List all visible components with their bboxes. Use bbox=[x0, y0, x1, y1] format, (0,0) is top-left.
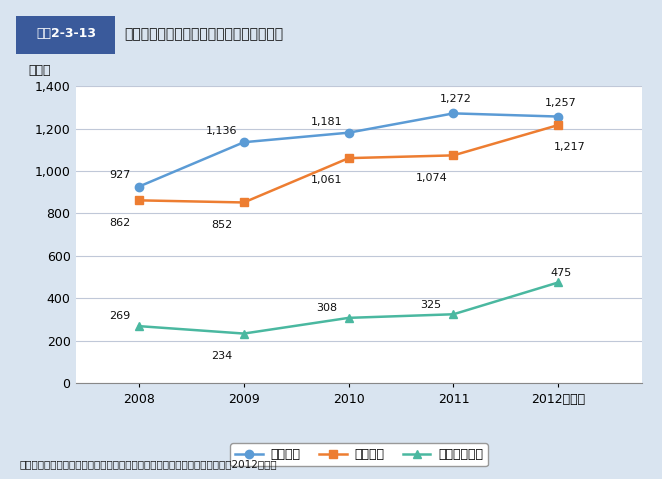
請求件数 bbox=[135, 183, 143, 189]
Text: 1,217: 1,217 bbox=[553, 142, 585, 152]
Line: 請求件数: 請求件数 bbox=[135, 109, 563, 191]
決定件数 bbox=[449, 152, 457, 158]
Text: 475: 475 bbox=[550, 268, 572, 278]
支給決定件数 bbox=[345, 315, 353, 321]
決定件数 bbox=[345, 155, 353, 161]
Text: 1,272: 1,272 bbox=[440, 94, 472, 104]
決定件数 bbox=[135, 197, 143, 203]
Line: 支給決定件数: 支給決定件数 bbox=[135, 278, 563, 338]
支給決定件数 bbox=[554, 280, 562, 285]
決定件数 bbox=[554, 122, 562, 128]
Text: 308: 308 bbox=[316, 303, 337, 313]
Text: 325: 325 bbox=[420, 299, 442, 309]
請求件数 bbox=[345, 130, 353, 136]
決定件数 bbox=[240, 200, 248, 205]
請求件数 bbox=[449, 111, 457, 116]
Legend: 請求件数, 決定件数, 支給決定件数: 請求件数, 決定件数, 支給決定件数 bbox=[230, 443, 488, 466]
Line: 決定件数: 決定件数 bbox=[135, 121, 563, 206]
支給決定件数 bbox=[240, 331, 248, 336]
Text: 862: 862 bbox=[109, 217, 130, 228]
Text: 269: 269 bbox=[109, 311, 130, 321]
支給決定件数 bbox=[135, 323, 143, 329]
Text: 927: 927 bbox=[109, 171, 130, 181]
Text: 1,074: 1,074 bbox=[415, 172, 447, 182]
請求件数 bbox=[554, 114, 562, 119]
Text: 図表2-3-13: 図表2-3-13 bbox=[36, 27, 96, 40]
Text: 1,181: 1,181 bbox=[310, 116, 342, 126]
Text: 精神障害に係る労災請求・決定件数の推移: 精神障害に係る労災請求・決定件数の推移 bbox=[124, 27, 283, 41]
Text: 1,257: 1,257 bbox=[545, 98, 577, 108]
FancyBboxPatch shape bbox=[17, 16, 115, 54]
請求件数 bbox=[240, 139, 248, 145]
Text: 1,136: 1,136 bbox=[206, 126, 238, 136]
支給決定件数 bbox=[449, 311, 457, 317]
Text: 234: 234 bbox=[211, 351, 232, 361]
Text: （件）: （件） bbox=[28, 64, 50, 77]
Text: 資料：厚生労働省労働基準局「脳・心臓疾患と精神障害の労災補償状況」（2012年度）: 資料：厚生労働省労働基準局「脳・心臓疾患と精神障害の労災補償状況」（2012年度… bbox=[20, 459, 277, 469]
Text: 1,061: 1,061 bbox=[310, 175, 342, 185]
Text: 852: 852 bbox=[211, 220, 232, 230]
